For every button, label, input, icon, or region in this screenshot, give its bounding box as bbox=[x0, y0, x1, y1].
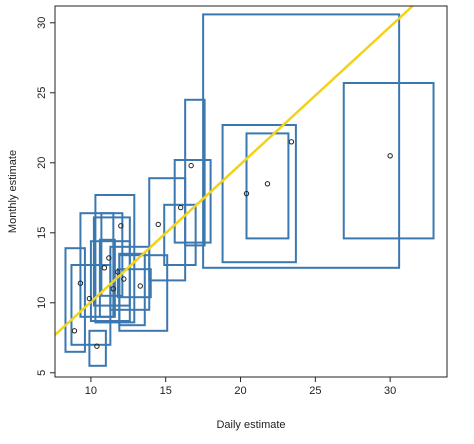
y-tick-label-5: 5 bbox=[36, 370, 48, 376]
y-tick-label-30: 30 bbox=[36, 17, 48, 29]
data-point-13 bbox=[177, 204, 184, 211]
interval-rect-1 bbox=[64, 247, 86, 353]
x-tick-label-10: 10 bbox=[85, 385, 97, 397]
interval-rect-18 bbox=[202, 13, 401, 269]
interval-rects bbox=[64, 13, 435, 367]
interval-rect-20 bbox=[245, 132, 290, 240]
data-point-17 bbox=[288, 139, 295, 145]
data-point-15 bbox=[243, 190, 250, 197]
y-tick-label-25: 25 bbox=[36, 87, 48, 99]
interval-rect-17 bbox=[184, 98, 206, 247]
data-point-6 bbox=[106, 255, 112, 261]
y-tick-label-10: 10 bbox=[36, 297, 48, 309]
data-point-10 bbox=[121, 276, 127, 282]
data-point-14 bbox=[188, 162, 194, 169]
interval-rect-4 bbox=[79, 212, 115, 318]
data-point-4 bbox=[94, 343, 100, 349]
data-point-11 bbox=[137, 283, 143, 289]
plot-frame bbox=[54, 5, 448, 378]
interval-rect-3 bbox=[88, 329, 107, 367]
interval-rect-21 bbox=[342, 82, 435, 240]
x-axis-title: Daily estimate bbox=[216, 419, 285, 431]
x-tick-label-15: 15 bbox=[160, 385, 172, 397]
data-point-12 bbox=[155, 221, 161, 228]
interval-rect-19 bbox=[221, 124, 297, 264]
y-axis-title: Monthly estimate bbox=[7, 150, 19, 233]
y-tick-label-15: 15 bbox=[36, 227, 48, 239]
data-point-18 bbox=[387, 153, 393, 159]
fit-line-layer bbox=[55, 6, 414, 336]
data-point-2 bbox=[77, 280, 84, 286]
interval-rect-12 bbox=[116, 268, 152, 299]
data-point-7 bbox=[110, 286, 117, 292]
data-point-8 bbox=[115, 269, 121, 275]
interval-rect-16 bbox=[173, 159, 212, 244]
x-tick-label-30: 30 bbox=[384, 385, 396, 397]
x-tick-label-25: 25 bbox=[309, 385, 321, 397]
y-tick-label-20: 20 bbox=[36, 157, 48, 169]
x-tick-label-20: 20 bbox=[234, 385, 246, 397]
data-point-1 bbox=[71, 328, 78, 334]
data-point-3 bbox=[86, 295, 93, 302]
x-axis: 10 15 20 25 30 bbox=[85, 377, 396, 397]
interval-rect-5 bbox=[94, 194, 136, 324]
fit-line bbox=[55, 6, 414, 336]
data-point-9 bbox=[118, 223, 124, 229]
interval-rect-8 bbox=[92, 216, 131, 307]
data-points bbox=[71, 139, 393, 349]
data-point-5 bbox=[101, 265, 108, 271]
data-point-16 bbox=[264, 181, 271, 187]
y-axis: 5 10 15 20 25 30 bbox=[36, 17, 55, 376]
